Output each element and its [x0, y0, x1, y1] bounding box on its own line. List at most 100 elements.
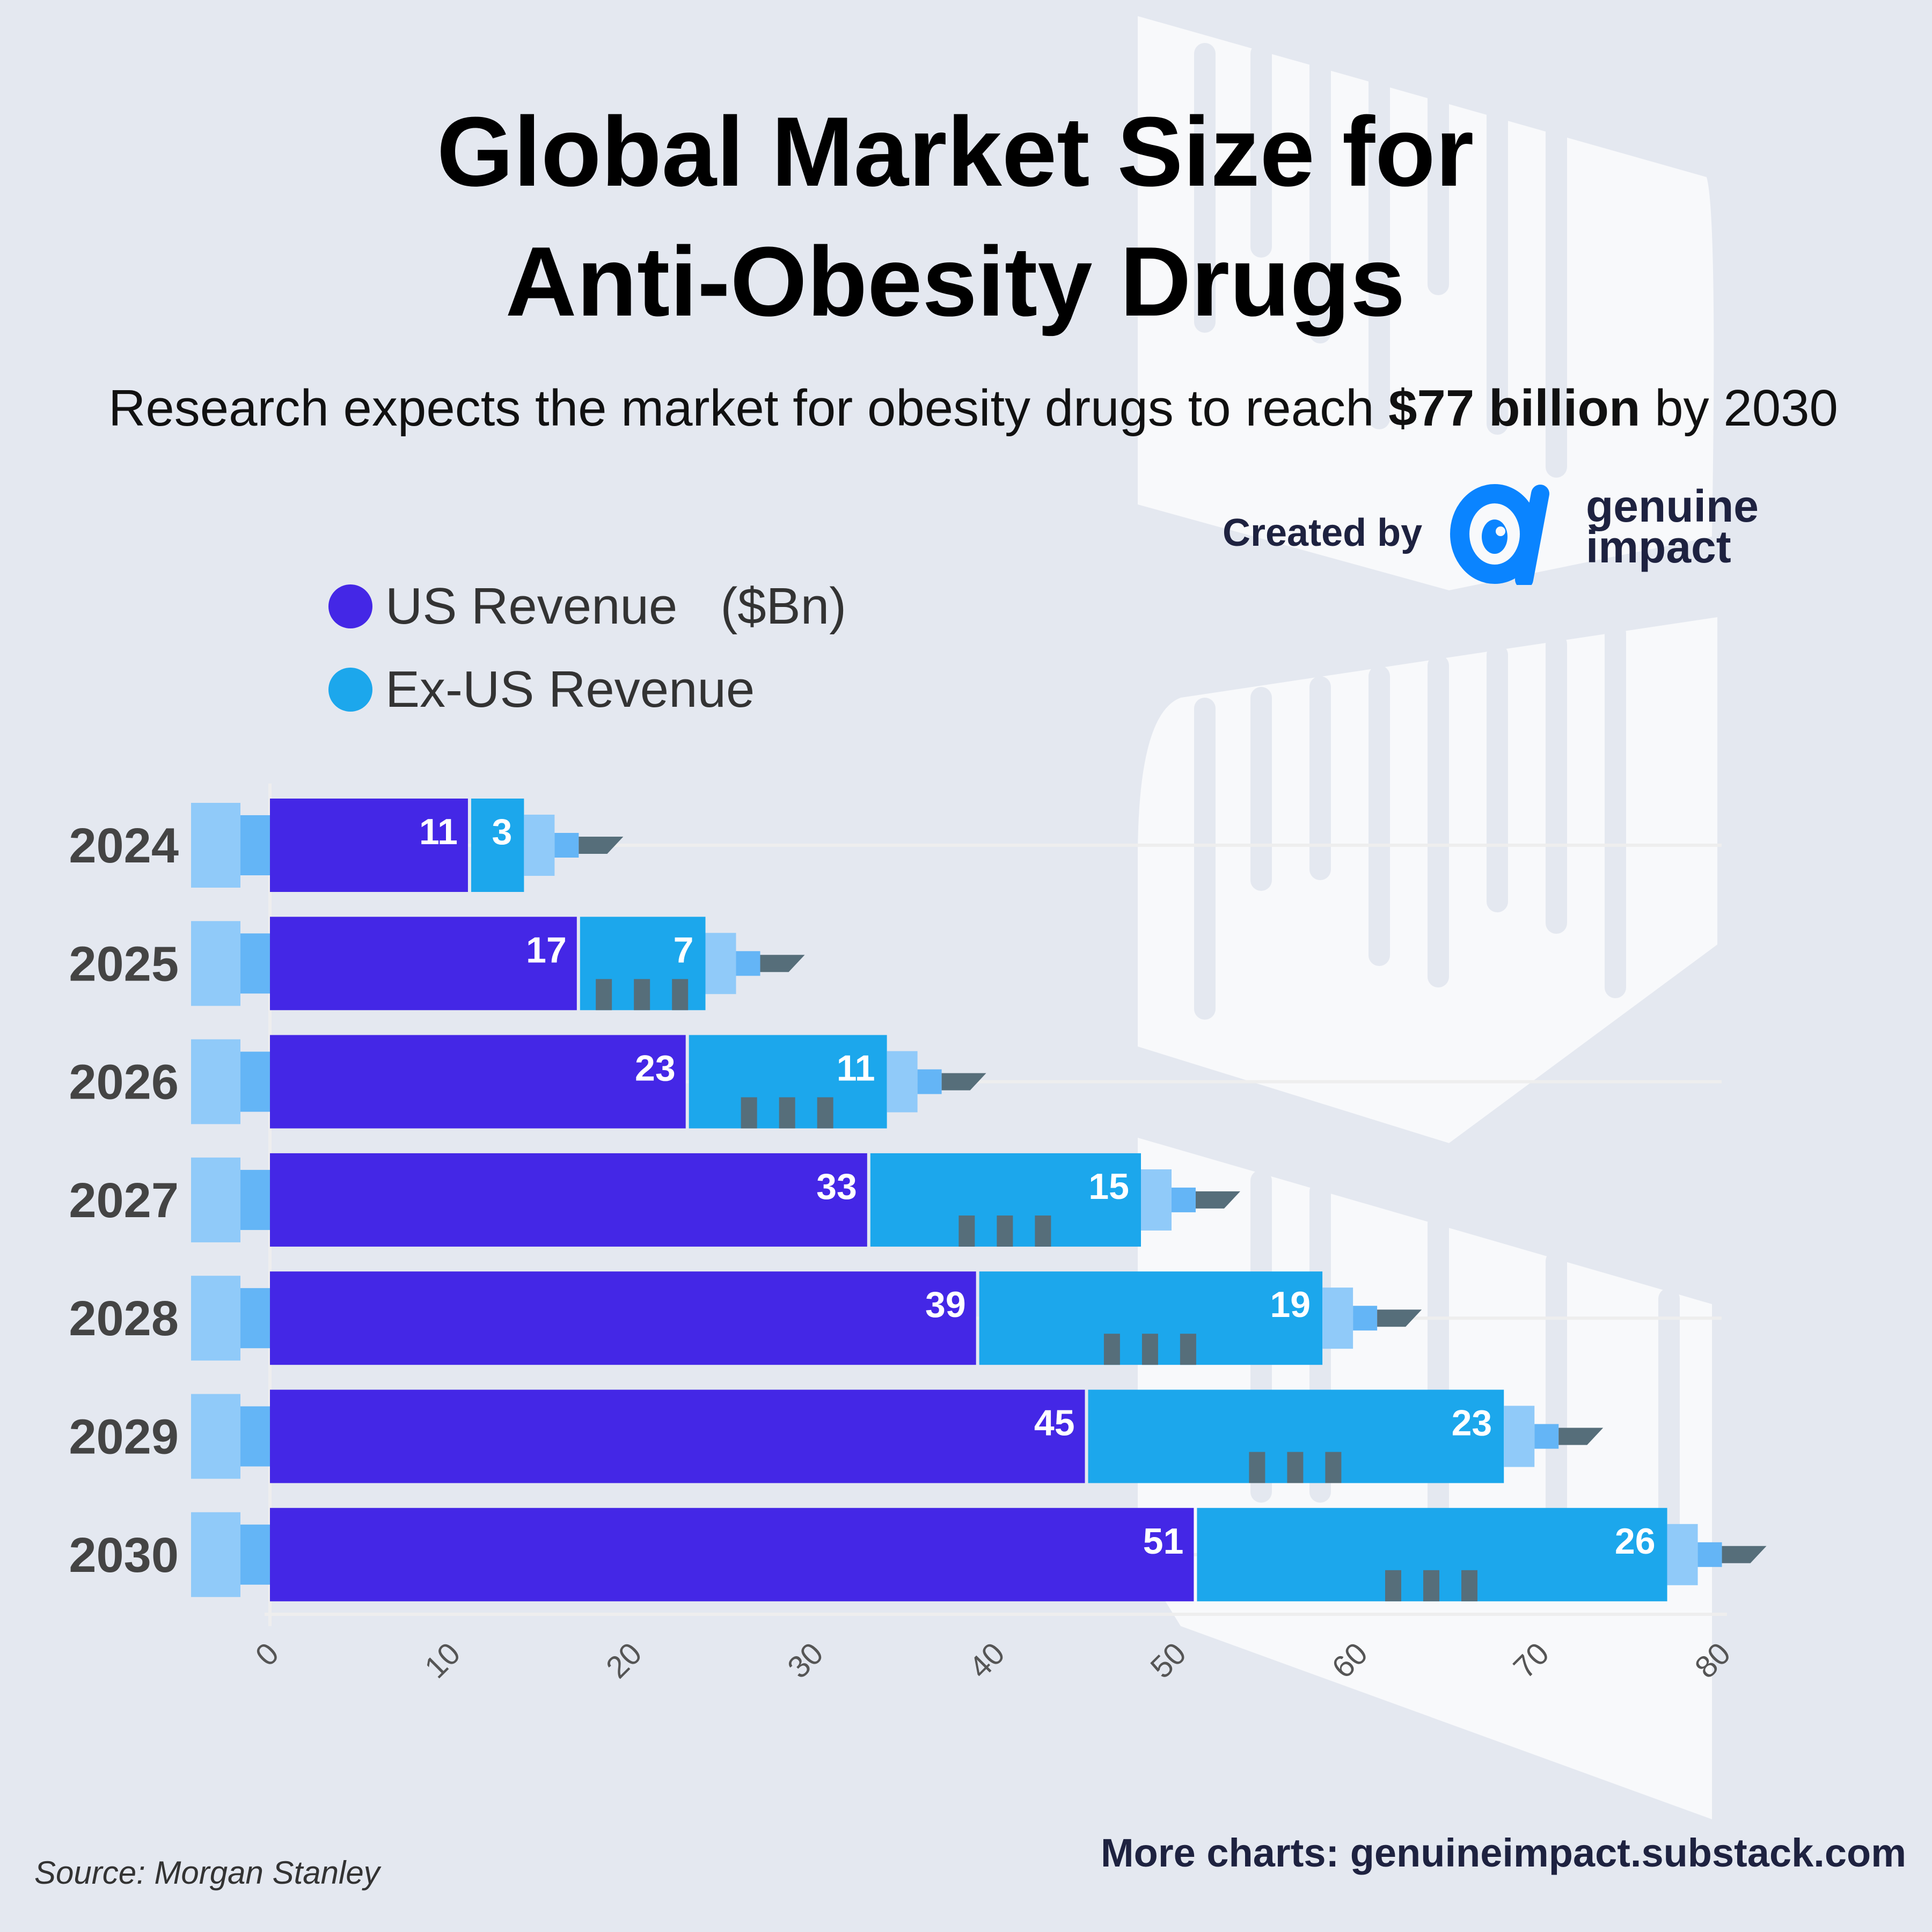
more-charts-link[interactable]: More charts: genuineimpact.substack.com [1101, 1831, 1906, 1875]
needle-tip [941, 1073, 986, 1091]
syringe-tick-mark [997, 1215, 1013, 1247]
value-label-us: 51 [1143, 1521, 1184, 1562]
syringe-tick-mark [1141, 1334, 1158, 1365]
needle-base [1172, 1187, 1196, 1212]
value-label-us: 11 [419, 811, 458, 852]
syringe-row-2027: 33 15 2027 [69, 1153, 1240, 1247]
needle-tip [1558, 1428, 1604, 1445]
brand-line-1: genuine [1586, 481, 1759, 531]
syringe-tick-mark [1385, 1570, 1401, 1601]
syringe-row-2025: 17 7 2025 [69, 917, 805, 1011]
legend-label-ex-us: Ex-US Revenue [385, 661, 755, 718]
needle-base [1697, 1542, 1722, 1567]
title-line-1: Global Market Size for [436, 96, 1474, 207]
needle-tip [760, 955, 805, 972]
syringe-hub [524, 815, 555, 876]
plunger-handle [191, 1157, 240, 1242]
needle-base [917, 1069, 942, 1094]
bar-us [270, 1389, 1085, 1483]
year-label: 2030 [69, 1528, 179, 1583]
plunger-handle [191, 1276, 240, 1361]
x-tick-label: 50 [1144, 1636, 1193, 1685]
plunger-rod [240, 1406, 270, 1467]
legend-item-us: US Revenue ($Bn) [328, 577, 846, 636]
bar-us [270, 799, 468, 892]
plunger-handle [191, 1039, 240, 1124]
syringe-tick-mark [958, 1215, 975, 1247]
x-tick-label: 30 [781, 1636, 830, 1685]
plunger-rod [240, 933, 270, 994]
legend-item-ex-us: Ex-US Revenue [328, 660, 755, 719]
x-tick-label: 60 [1325, 1636, 1374, 1685]
legend-swatch-us [328, 584, 372, 628]
legend-label-us: US Revenue [385, 577, 678, 635]
value-label-us: 39 [925, 1284, 966, 1325]
plunger-rod [240, 1051, 270, 1112]
needle-base [1353, 1306, 1378, 1331]
syringe-tick-mark [1103, 1334, 1120, 1365]
syringe-hub [1504, 1406, 1535, 1467]
value-label-us: 17 [526, 930, 567, 970]
plunger-rod [240, 1169, 270, 1230]
bar-ex-us [471, 799, 524, 892]
syringe-tick-mark [1287, 1452, 1304, 1483]
syringe-row-2029: 45 23 2029 [69, 1389, 1604, 1483]
year-label: 2029 [69, 1410, 179, 1465]
plunger-handle [191, 921, 240, 1006]
needle-base [1534, 1424, 1559, 1449]
value-label-ex-us: 15 [1088, 1166, 1129, 1207]
needle-tip [1722, 1546, 1767, 1563]
plunger-rod [240, 815, 270, 875]
bar-us [270, 1507, 1194, 1601]
subtitle-text-end: by 2030 [1640, 379, 1838, 437]
brand-line-2: impact [1586, 522, 1731, 572]
needle-tip [579, 837, 624, 854]
syringe-row-2028: 39 19 2028 [69, 1271, 1422, 1365]
title-line-2: Anti-Obesity Drugs [505, 226, 1406, 336]
needle-base [554, 833, 579, 858]
syringe-tick-mark [1423, 1570, 1439, 1601]
bar-us [270, 1153, 867, 1247]
value-label-us: 45 [1034, 1403, 1075, 1444]
plunger-rod [240, 1288, 270, 1349]
bar-us [270, 917, 577, 1011]
plunger-handle [191, 803, 240, 888]
plunger-handle [191, 1394, 240, 1479]
x-tick-label: 20 [599, 1636, 649, 1685]
x-tick-label: 80 [1688, 1636, 1738, 1685]
value-label-ex-us: 3 [492, 811, 513, 852]
syringe-row-2026: 23 11 2026 [69, 1035, 986, 1129]
value-label-us: 23 [635, 1048, 676, 1089]
syringe-hub [1667, 1524, 1698, 1585]
value-label-ex-us: 23 [1452, 1403, 1492, 1444]
value-label-ex-us: 11 [837, 1048, 875, 1089]
syringe-hub [705, 933, 736, 994]
subtitle-text: Research expects the market for obesity … [108, 379, 1389, 437]
plunger-handle [191, 1512, 240, 1597]
brand-name: genuine impact [1586, 481, 1759, 572]
syringe-tick-mark [817, 1097, 833, 1129]
syringe-tick-mark [1249, 1452, 1265, 1483]
syringe-tick-mark [779, 1097, 795, 1129]
syringe-hub [1141, 1169, 1172, 1231]
source-note: Source: Morgan Stanley [34, 1855, 380, 1891]
value-label-ex-us: 7 [674, 930, 694, 970]
year-label: 2028 [69, 1291, 179, 1346]
syringe-tick-mark [672, 979, 689, 1011]
x-tick-label: 40 [962, 1636, 1012, 1685]
value-label-ex-us: 26 [1615, 1521, 1656, 1562]
syringe-hub [887, 1051, 918, 1113]
alpha-eye-logo-icon [1450, 484, 1549, 585]
year-label: 2025 [69, 936, 179, 991]
needle-base [736, 951, 760, 976]
year-label: 2026 [69, 1055, 179, 1110]
value-label-us: 33 [816, 1166, 857, 1207]
year-label: 2027 [69, 1173, 179, 1228]
syringe-row-2024: 11 3 2024 [69, 799, 624, 892]
plunger-rod [240, 1524, 270, 1585]
created-by-label: Created by [1223, 511, 1423, 554]
subtitle: Research expects the market for obesity … [108, 376, 1879, 441]
syringe-tick-mark [1461, 1570, 1477, 1601]
